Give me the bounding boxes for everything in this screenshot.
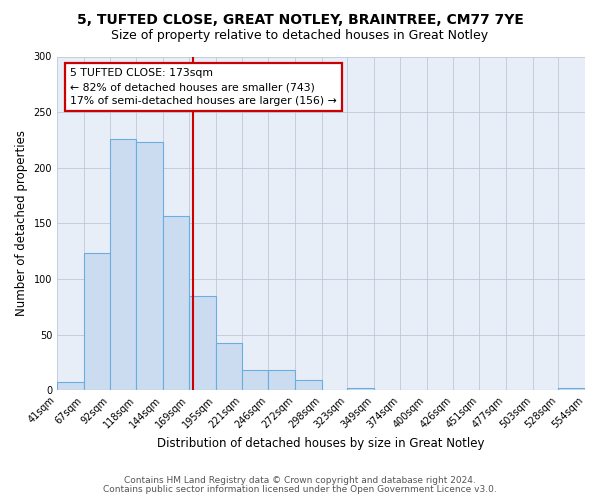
Y-axis label: Number of detached properties: Number of detached properties [15, 130, 28, 316]
Text: 5 TUFTED CLOSE: 173sqm
← 82% of detached houses are smaller (743)
17% of semi-de: 5 TUFTED CLOSE: 173sqm ← 82% of detached… [70, 68, 337, 106]
Bar [189, 296, 215, 390]
Text: Size of property relative to detached houses in Great Notley: Size of property relative to detached ho… [112, 29, 488, 42]
Bar [84, 254, 110, 390]
Bar [110, 139, 136, 390]
X-axis label: Distribution of detached houses by size in Great Notley: Distribution of detached houses by size … [157, 437, 485, 450]
Bar [215, 344, 242, 390]
Bar [136, 142, 163, 390]
Bar [558, 388, 585, 390]
Bar [57, 382, 84, 390]
Bar [242, 370, 268, 390]
Bar [347, 388, 374, 390]
Text: Contains HM Land Registry data © Crown copyright and database right 2024.: Contains HM Land Registry data © Crown c… [124, 476, 476, 485]
Bar [268, 370, 295, 390]
Bar [163, 216, 189, 390]
Text: Contains public sector information licensed under the Open Government Licence v3: Contains public sector information licen… [103, 485, 497, 494]
Text: 5, TUFTED CLOSE, GREAT NOTLEY, BRAINTREE, CM77 7YE: 5, TUFTED CLOSE, GREAT NOTLEY, BRAINTREE… [77, 12, 523, 26]
Bar [295, 380, 322, 390]
